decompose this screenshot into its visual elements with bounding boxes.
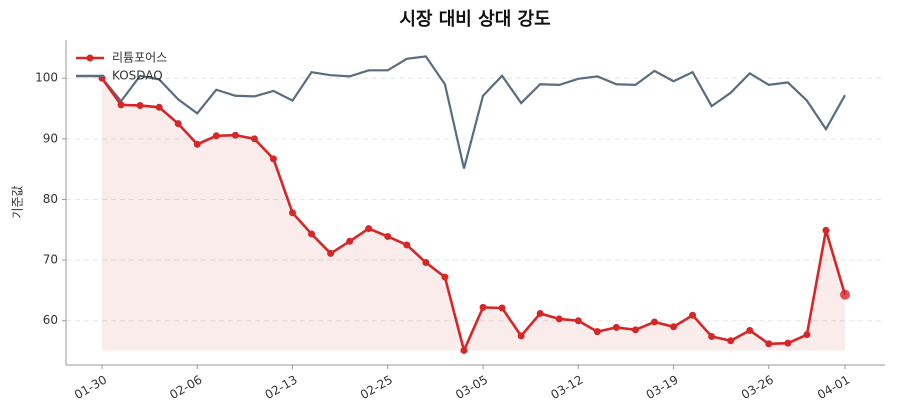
- data-point: [384, 232, 392, 240]
- data-point: [155, 103, 163, 111]
- data-point: [803, 331, 811, 339]
- y-tick-label: 60: [43, 313, 58, 327]
- data-point: [269, 155, 277, 163]
- data-point: [727, 337, 735, 345]
- x-tick-label: 02-13: [263, 373, 300, 403]
- data-point: [784, 339, 792, 347]
- data-point: [422, 259, 430, 267]
- data-point: [289, 209, 297, 217]
- y-tick-label: 100: [35, 71, 58, 85]
- data-point: [460, 346, 468, 354]
- series-line: [100, 77, 847, 355]
- data-point: [231, 131, 239, 139]
- data-point: [308, 230, 316, 238]
- x-tick-label: 03-05: [453, 373, 490, 403]
- data-point: [136, 101, 144, 109]
- data-point: [365, 225, 373, 233]
- legend-label: KOSDAQ: [112, 69, 163, 83]
- y-tick-label: 80: [43, 192, 58, 206]
- x-tick-label: 01-30: [72, 373, 109, 403]
- x-tick-label: 02-06: [167, 373, 204, 403]
- y-tick-label: 70: [43, 253, 58, 267]
- data-point: [327, 249, 335, 257]
- data-point: [498, 304, 506, 312]
- data-point: [250, 135, 258, 143]
- legend-label: 리튬포어스: [112, 51, 167, 65]
- data-point: [212, 132, 220, 140]
- data-point: [689, 311, 697, 319]
- data-point: [765, 340, 773, 348]
- series-line: [101, 55, 846, 169]
- data-point: [708, 333, 716, 341]
- data-point: [650, 318, 658, 326]
- data-point: [479, 303, 487, 311]
- x-tick-label: 02-25: [358, 373, 395, 403]
- data-point: [193, 140, 201, 148]
- x-tick-label: 04-01: [815, 373, 852, 403]
- data-point: [574, 317, 582, 325]
- legend-marker: [86, 54, 94, 62]
- x-tick-label: 03-19: [644, 373, 681, 403]
- data-point: [670, 323, 678, 331]
- data-point: [174, 120, 182, 128]
- data-point: [117, 101, 125, 109]
- data-point: [346, 237, 354, 245]
- data-point: [822, 226, 830, 234]
- y-tick-label: 90: [43, 131, 58, 145]
- chart-title: 시장 대비 상대 강도: [399, 9, 550, 30]
- x-tick-label: 03-12: [548, 373, 585, 403]
- area-fill: [102, 78, 845, 351]
- data-point: [441, 273, 449, 281]
- data-point: [840, 289, 850, 300]
- data-point: [593, 328, 601, 336]
- data-point: [536, 309, 544, 317]
- data-point: [612, 323, 620, 331]
- data-point: [555, 315, 563, 323]
- data-point: [746, 326, 754, 334]
- data-point: [403, 241, 411, 249]
- data-point: [517, 332, 525, 340]
- y-axis-label: 기준값: [11, 185, 25, 218]
- x-tick-label: 03-26: [739, 373, 776, 403]
- data-point: [631, 326, 639, 334]
